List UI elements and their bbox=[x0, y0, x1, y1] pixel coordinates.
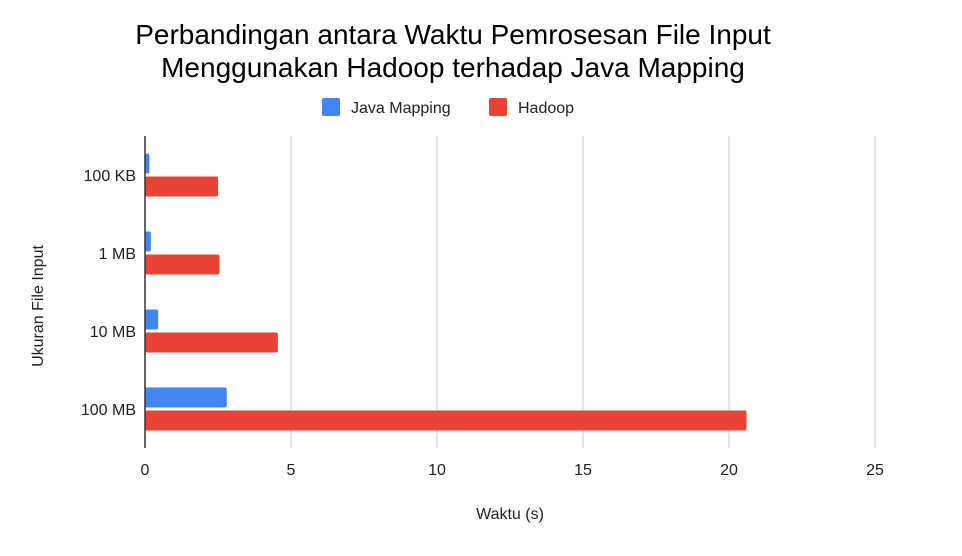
y-tick-label-10-mb: 10 MB bbox=[90, 324, 136, 341]
x-tick-label-20: 20 bbox=[720, 462, 738, 479]
y-tick-label-100-kb: 100 KB bbox=[84, 168, 136, 185]
bar-hadoop-100-mb bbox=[145, 410, 747, 431]
legend-label-hadoop: Hadoop bbox=[518, 100, 574, 117]
y-tick-labels: 100 KB 1 MB 10 MB 100 MB bbox=[81, 168, 136, 419]
x-tick-label-15: 15 bbox=[574, 462, 592, 479]
gridlines bbox=[290, 136, 876, 448]
y-tick-label-100-mb: 100 MB bbox=[81, 402, 136, 419]
bar-hadoop-100-kb bbox=[145, 176, 218, 197]
bar-java-mapping-10-mb bbox=[145, 309, 159, 330]
x-tick-label-25: 25 bbox=[866, 462, 884, 479]
y-tick-label-1-mb: 1 MB bbox=[99, 246, 136, 263]
x-axis-label: Waktu (s) bbox=[476, 506, 544, 523]
y-axis-label: Ukuran File Input bbox=[30, 245, 47, 367]
bar-java-mapping-100-kb bbox=[145, 153, 150, 174]
legend-swatch-java-mapping bbox=[322, 98, 340, 116]
bars bbox=[145, 153, 747, 431]
bar-hadoop-10-mb bbox=[145, 332, 278, 353]
x-tick-label-10: 10 bbox=[428, 462, 446, 479]
x-tick-label-0: 0 bbox=[141, 462, 150, 479]
bar-java-mapping-100-mb bbox=[145, 387, 227, 408]
legend-swatch-hadoop bbox=[489, 98, 507, 116]
bar-hadoop-1-mb bbox=[145, 254, 220, 275]
x-tick-labels: 0 5 10 15 20 25 bbox=[141, 462, 884, 479]
chart-title-line-1: Perbandingan antara Waktu Pemrosesan Fil… bbox=[135, 19, 771, 50]
chart-title-line-2: Menggunakan Hadoop terhadap Java Mapping bbox=[161, 52, 745, 83]
legend-label-java-mapping: Java Mapping bbox=[351, 100, 451, 117]
legend: Java Mapping Hadoop bbox=[322, 98, 574, 117]
x-tick-label-5: 5 bbox=[287, 462, 296, 479]
bar-java-mapping-1-mb bbox=[145, 231, 151, 252]
